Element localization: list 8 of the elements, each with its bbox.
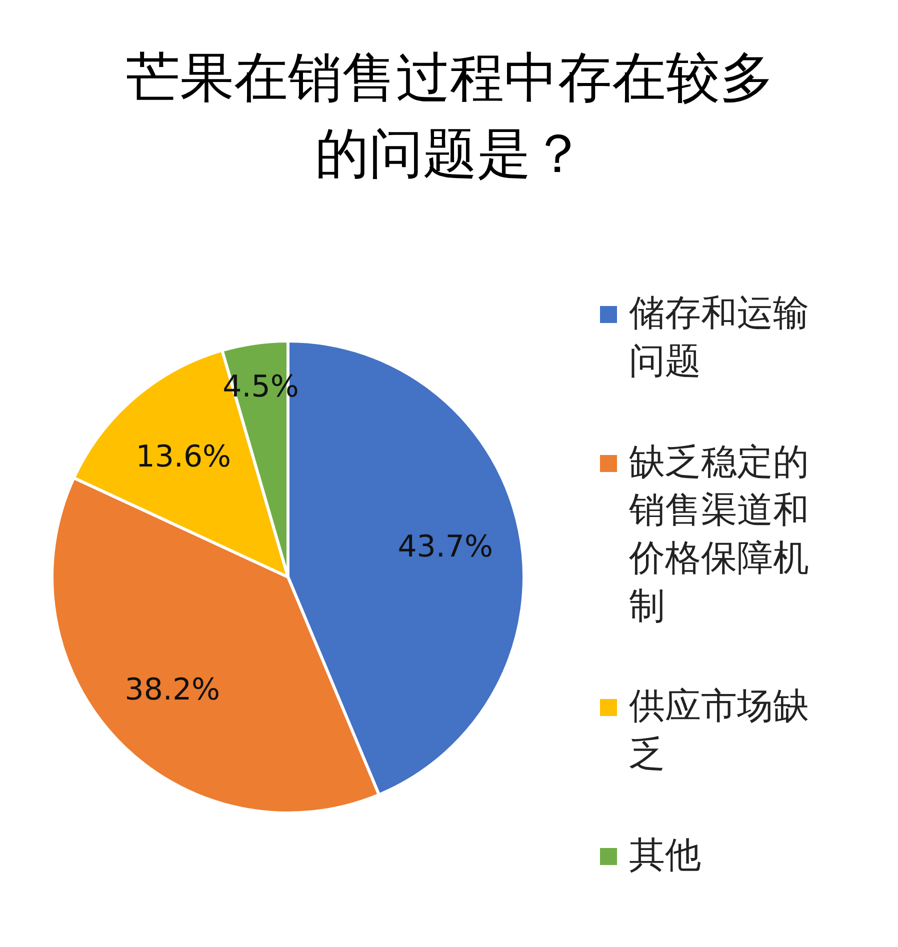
data-label: 43.7% [398, 529, 494, 564]
chart-title: 芒果在销售过程中存在较多的问题是？ [125, 45, 775, 187]
legend-label: 缺乏稳定的销售渠道和价格保障机制 [629, 440, 810, 629]
legend-label: 供应市场缺乏 [629, 685, 810, 778]
legend-label: 储存和运输问题 [629, 292, 810, 384]
data-label: 13.6% [136, 439, 232, 474]
legend-label: 其他 [629, 834, 702, 878]
data-label: 38.2% [124, 672, 220, 708]
